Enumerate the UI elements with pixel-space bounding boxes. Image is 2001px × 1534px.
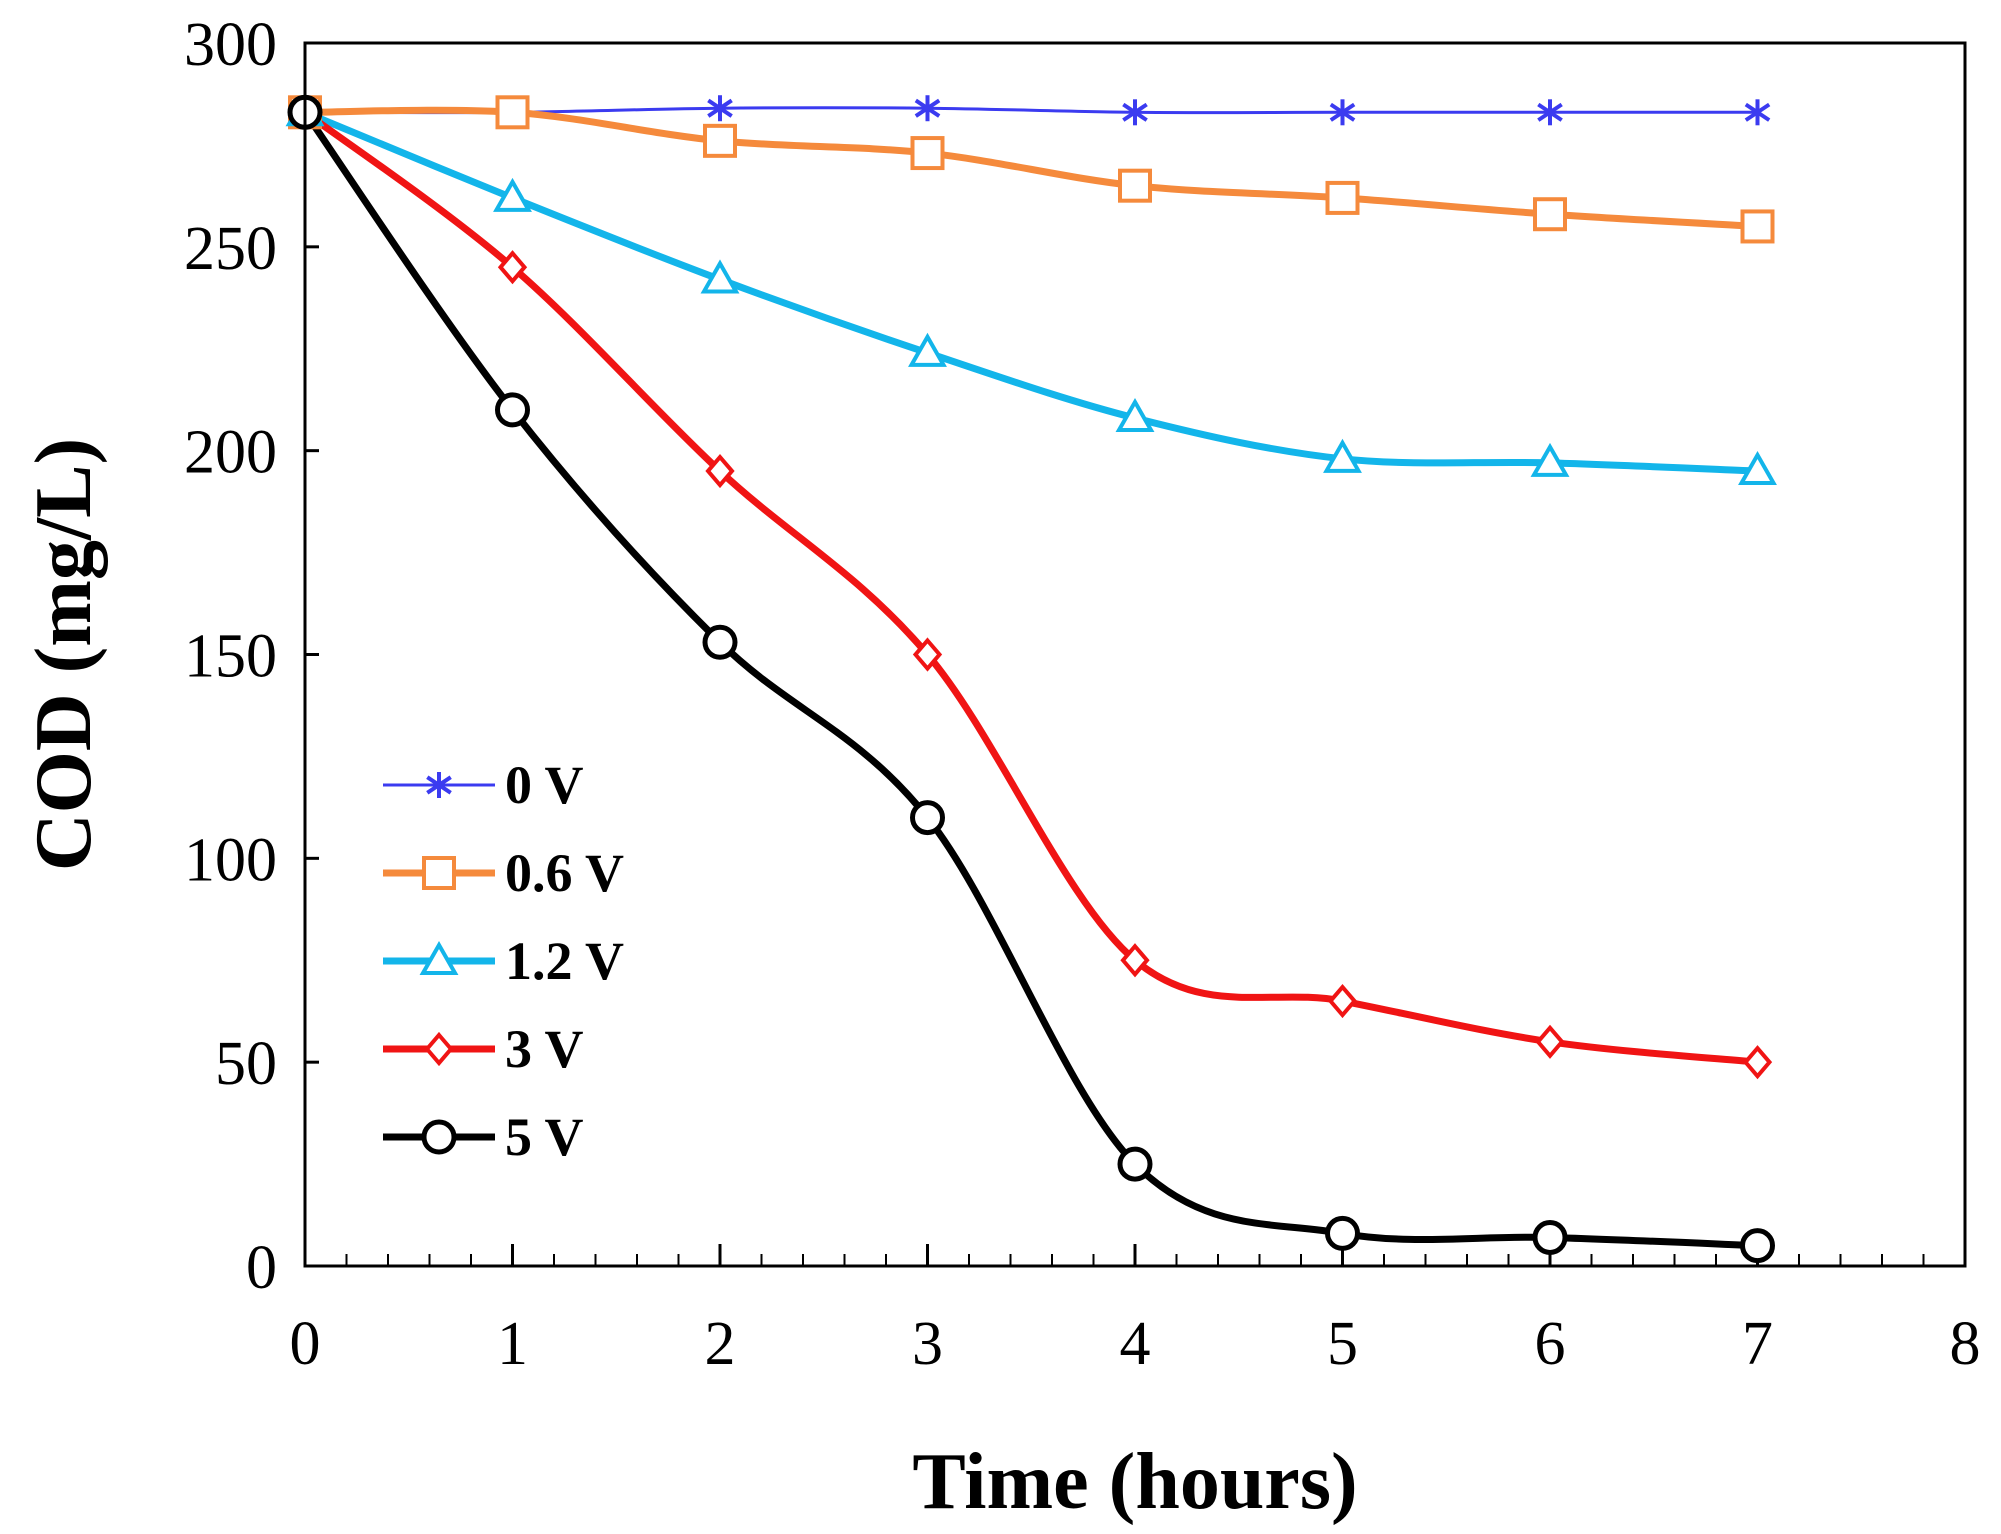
data-point-0v bbox=[1122, 99, 1148, 126]
data-point-0v bbox=[1329, 99, 1356, 126]
data-point-0-6v bbox=[910, 136, 945, 171]
data-point-0-6v bbox=[1325, 180, 1360, 215]
y-tick-label: 250 bbox=[184, 215, 277, 283]
data-point-3v bbox=[912, 637, 943, 672]
legend-label-1-2v: 1.2 V bbox=[505, 931, 624, 991]
data-point-5v bbox=[1532, 1219, 1568, 1255]
legend-marker-1-2v bbox=[419, 940, 459, 975]
x-tick-label: 2 bbox=[705, 1310, 736, 1378]
data-point-5v bbox=[1117, 1146, 1153, 1182]
legend: 0 V 0.6 V 1.2 V 3 V 5 V bbox=[383, 755, 624, 1167]
series-line-1-2v bbox=[303, 109, 1758, 475]
y-tick-label: 150 bbox=[184, 623, 277, 691]
legend-marker-0-6v bbox=[422, 856, 456, 890]
data-point-1-2v bbox=[493, 177, 532, 212]
data-point-1-2v bbox=[700, 259, 740, 294]
x-tick-label: 1 bbox=[497, 1310, 528, 1378]
legend-label-5v: 5 V bbox=[505, 1107, 584, 1167]
tick-labels: 0 1 2 3 4 5 6 7 8 0 50 100 150 200 250 300 bbox=[184, 11, 1981, 1378]
data-point-0v bbox=[1537, 99, 1563, 126]
data-point-3v bbox=[705, 453, 735, 489]
legend-marker-5v bbox=[421, 1119, 457, 1155]
data-point-0v bbox=[914, 95, 941, 122]
data-point-5v bbox=[495, 392, 530, 428]
legend-marker-0v bbox=[426, 772, 452, 798]
x-tick-label: 3 bbox=[912, 1310, 943, 1378]
data-point-1-2v bbox=[1530, 442, 1570, 477]
data-point-1-2v bbox=[908, 332, 947, 367]
series-markers bbox=[285, 92, 1777, 1264]
data-point-1-2v bbox=[1115, 398, 1155, 433]
y-axis-title: COD (mg/L) bbox=[20, 438, 108, 871]
y-tick-label: 200 bbox=[184, 419, 277, 487]
plot-area-frame bbox=[303, 41, 1967, 1268]
x-axis-title: Time (hours) bbox=[912, 1438, 1357, 1526]
data-point-3v bbox=[1535, 1024, 1565, 1059]
data-point-0-6v bbox=[1118, 168, 1152, 203]
data-point-5v bbox=[702, 624, 738, 660]
series-line-3v bbox=[302, 109, 1758, 1066]
x-tick-label: 5 bbox=[1327, 1310, 1358, 1378]
data-point-5v bbox=[1740, 1228, 1775, 1264]
legend-marker-3v bbox=[424, 1031, 454, 1067]
data-point-0-6v bbox=[703, 123, 737, 158]
data-point-0-6v bbox=[1533, 197, 1567, 232]
data-point-5v bbox=[910, 800, 945, 836]
y-tick-label: 300 bbox=[184, 11, 277, 79]
x-tick-label: 0 bbox=[290, 1310, 321, 1378]
data-point-0v bbox=[1744, 99, 1771, 126]
data-point-1-2v bbox=[1323, 438, 1362, 473]
legend-label-0-6v: 0.6 V bbox=[505, 843, 624, 903]
data-point-3v bbox=[497, 250, 528, 285]
data-point-3v bbox=[1327, 983, 1358, 1019]
data-point-0-6v bbox=[495, 95, 530, 130]
data-point-3v bbox=[1742, 1045, 1773, 1080]
x-tick-label: 4 bbox=[1120, 1310, 1151, 1378]
legend-label-0v: 0 V bbox=[505, 755, 584, 815]
data-point-1-2v bbox=[1738, 451, 1777, 486]
data-point-0v bbox=[707, 95, 733, 122]
data-point-3v bbox=[1120, 943, 1150, 978]
x-tick-label: 7 bbox=[1742, 1310, 1773, 1378]
x-tick-label: 6 bbox=[1535, 1310, 1566, 1378]
legend-label-3v: 3 V bbox=[505, 1019, 584, 1079]
y-tick-label: 50 bbox=[215, 1030, 277, 1098]
y-tick-label: 100 bbox=[184, 826, 277, 894]
data-point-5v bbox=[1325, 1215, 1360, 1251]
series-line-0-6v bbox=[304, 106, 1758, 230]
x-tick-label: 8 bbox=[1950, 1310, 1981, 1378]
data-point-0-6v bbox=[1740, 209, 1775, 244]
y-tick-label: 0 bbox=[246, 1234, 277, 1302]
